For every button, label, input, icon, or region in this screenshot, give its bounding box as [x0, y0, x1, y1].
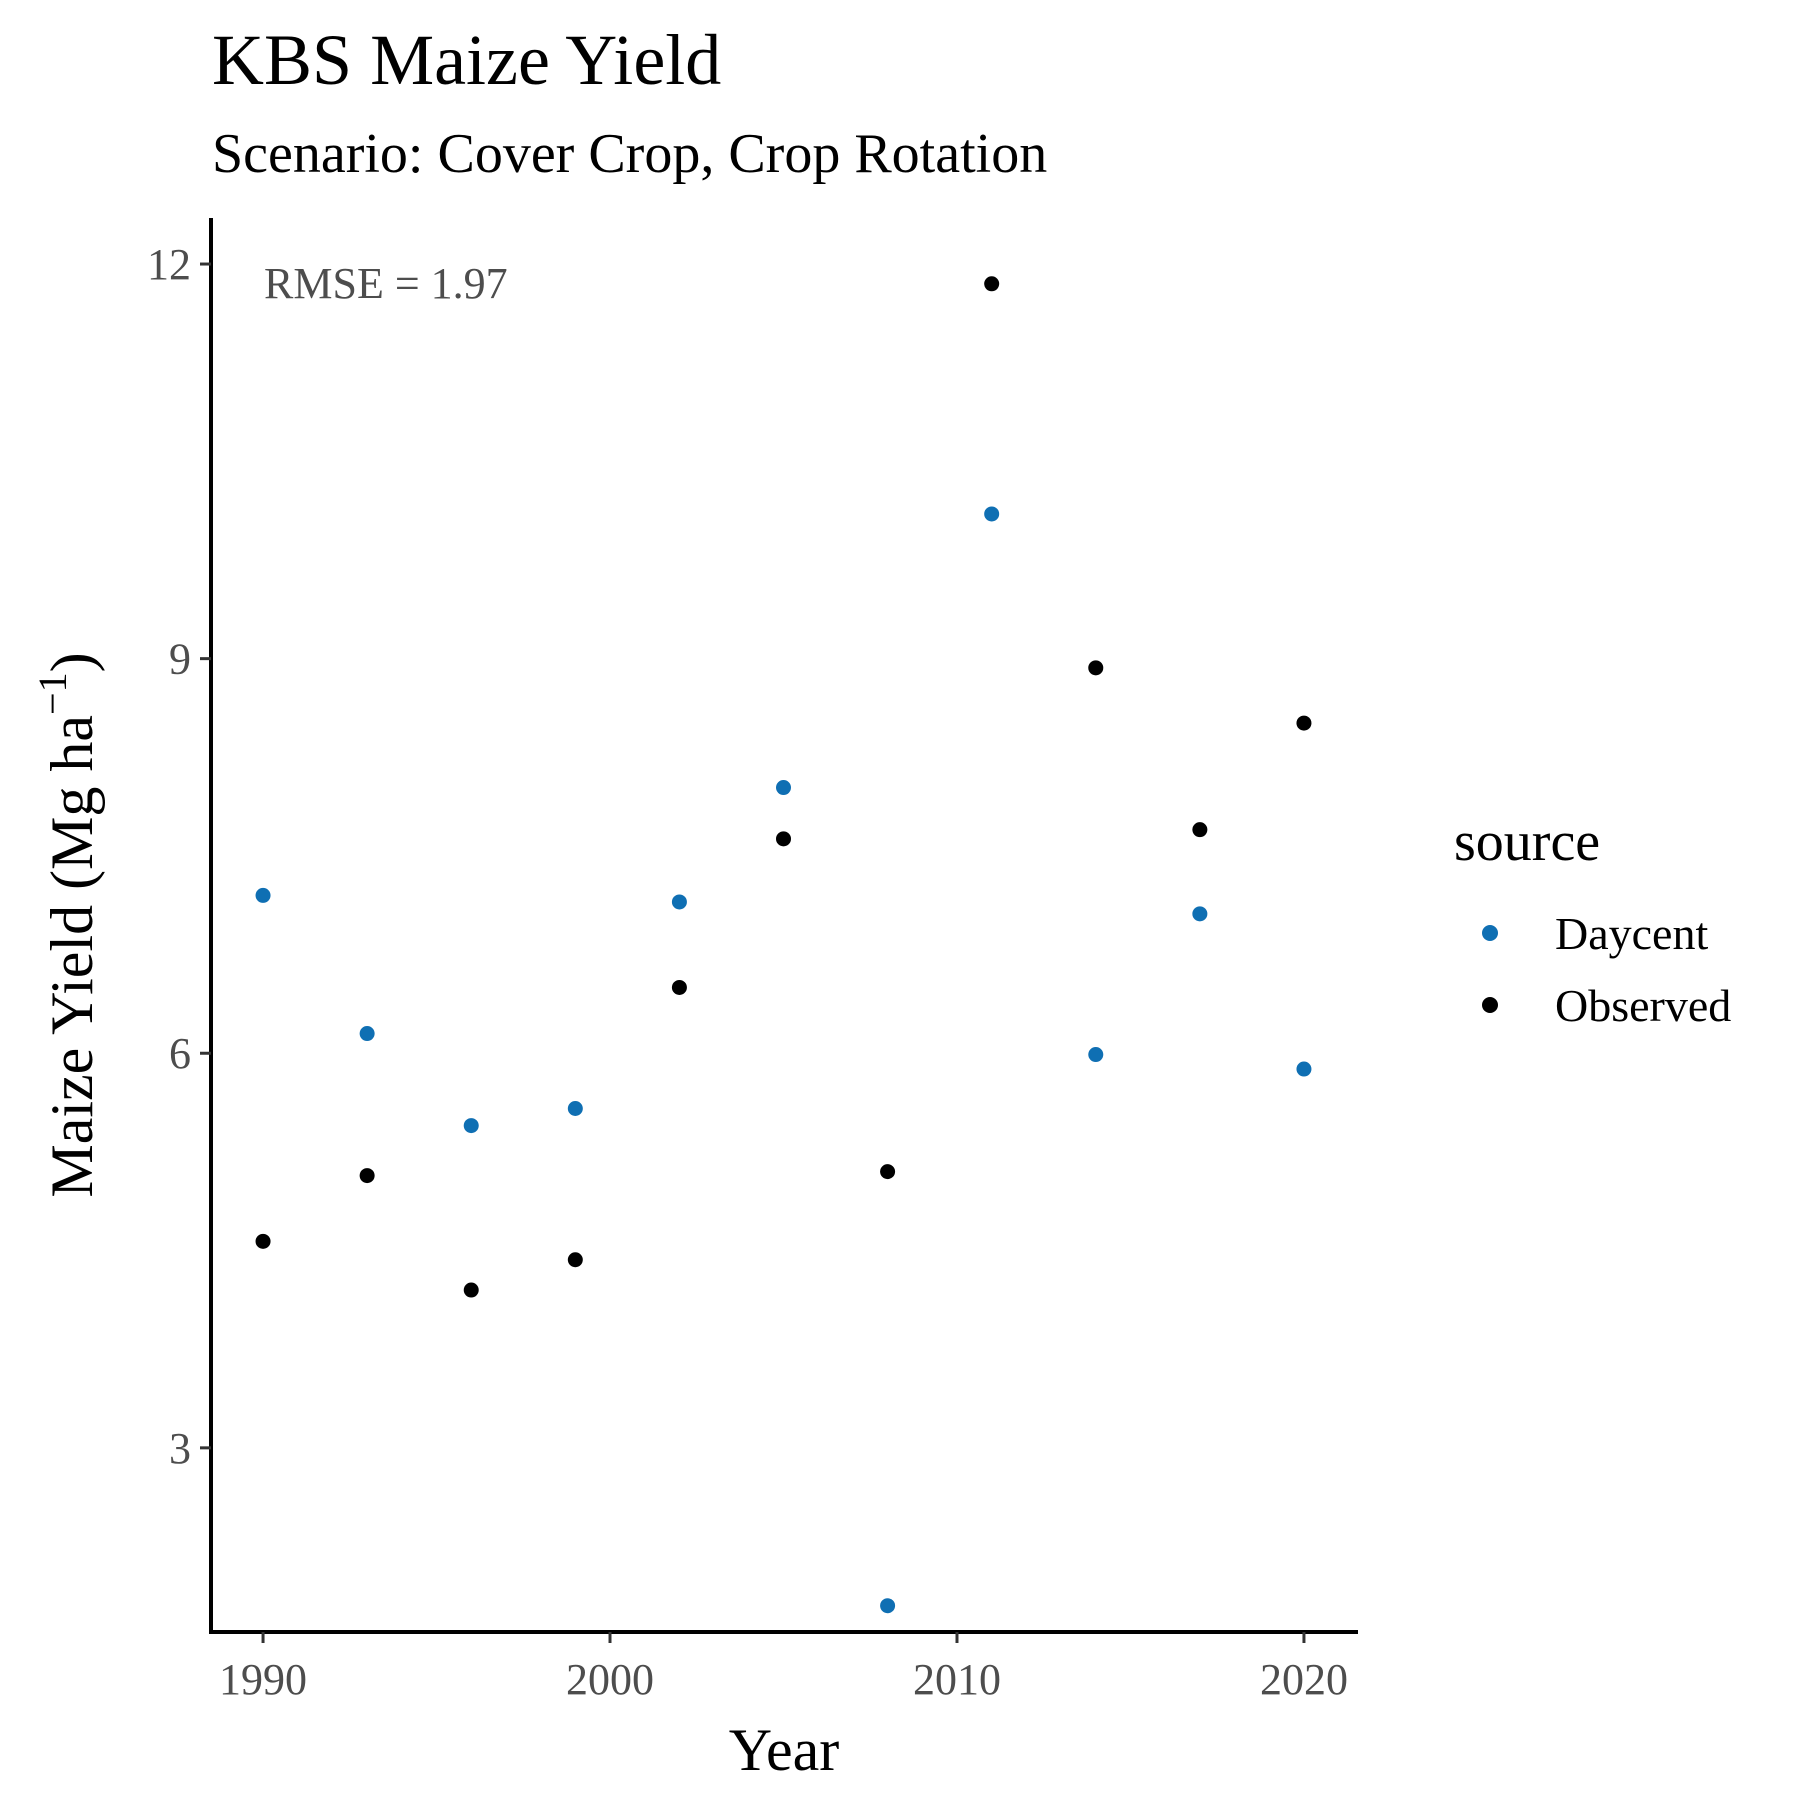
daycent-point	[359, 1026, 375, 1042]
legend-label-observed: Observed	[1555, 980, 1731, 1031]
x-axis-title: Year	[729, 1717, 840, 1783]
y-tick-label: 6	[169, 1029, 191, 1078]
y-axis-title-superscript: −1	[30, 672, 75, 715]
daycent-point	[671, 894, 687, 910]
daycent-point	[463, 1118, 479, 1134]
observed-point	[359, 1168, 375, 1184]
x-tick-label: 2000	[566, 1655, 654, 1704]
x-tick-label: 2020	[1260, 1655, 1348, 1704]
observed-point	[1296, 715, 1312, 731]
observed-point	[255, 1233, 271, 1249]
legend: source Daycent Observed	[1454, 811, 1731, 1031]
x-tick-label: 1990	[219, 1655, 307, 1704]
y-axis-title: Maize Yield (Mg ha−1)	[30, 652, 105, 1197]
daycent-point	[1192, 906, 1208, 922]
x-tick-label: 2010	[913, 1655, 1001, 1704]
y-axis-title-main: Maize Yield (Mg ha	[39, 715, 105, 1198]
daycent-point	[1088, 1047, 1104, 1063]
daycent-point	[255, 887, 271, 903]
y-tick-label: 12	[147, 240, 191, 289]
rmse-annotation: RMSE = 1.97	[264, 259, 508, 308]
observed-point	[1088, 660, 1104, 676]
observed-point	[984, 276, 1000, 292]
y-tick-label: 3	[169, 1424, 191, 1473]
x-axis-ticks: 1990 2000 2010 2020	[219, 1632, 1348, 1704]
y-axis-title-close: )	[39, 652, 105, 672]
legend-title: source	[1454, 811, 1600, 873]
legend-key-daycent	[1482, 925, 1498, 941]
observed-point	[880, 1164, 896, 1180]
daycent-point	[984, 506, 1000, 522]
observed-point	[776, 831, 791, 847]
observed-point	[463, 1282, 479, 1298]
y-tick-label: 9	[169, 635, 191, 684]
daycent-point	[1296, 1061, 1312, 1077]
daycent-point	[567, 1100, 583, 1116]
observed-point	[1192, 822, 1208, 838]
legend-key-observed	[1482, 997, 1498, 1013]
legend-items: Daycent Observed	[1482, 908, 1731, 1031]
chart-title: KBS Maize Yield	[212, 20, 721, 100]
data-points	[255, 276, 1312, 1614]
y-axis-ticks: 3 6 9 12	[147, 240, 211, 1473]
daycent-point	[880, 1598, 896, 1614]
daycent-point	[776, 780, 791, 796]
observed-point	[671, 979, 687, 995]
chart-subtitle: Scenario: Cover Crop, Crop Rotation	[212, 123, 1047, 185]
legend-label-daycent: Daycent	[1555, 908, 1708, 959]
observed-point	[567, 1252, 583, 1268]
